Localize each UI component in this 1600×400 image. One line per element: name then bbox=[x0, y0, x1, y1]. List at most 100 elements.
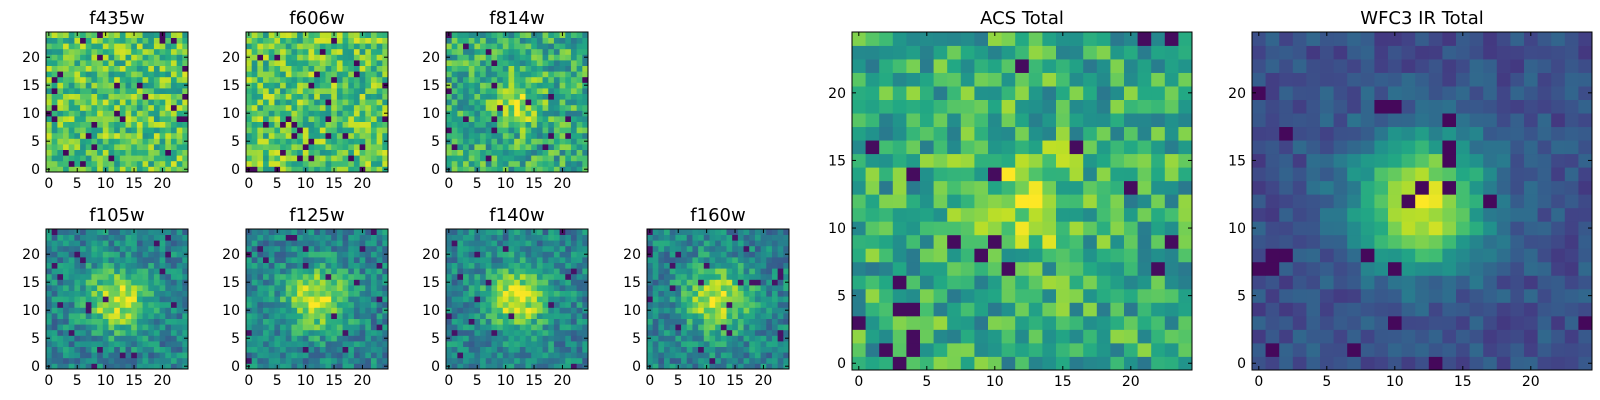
heatmap-cell bbox=[865, 194, 880, 209]
heatmap-cell bbox=[1164, 275, 1179, 290]
heatmap-cell bbox=[446, 60, 453, 66]
heatmap-cell bbox=[570, 54, 578, 61]
heatmap-cell bbox=[783, 290, 790, 297]
heatmap-cell bbox=[51, 32, 58, 38]
heatmap-cell bbox=[251, 99, 258, 106]
heatmap-cell bbox=[497, 229, 504, 235]
heatmap-cell bbox=[170, 313, 178, 319]
heatmap-cell bbox=[749, 257, 756, 263]
heatmap-cell bbox=[559, 313, 566, 319]
heatmap-cell bbox=[451, 60, 458, 66]
heatmap-cell bbox=[947, 207, 962, 222]
heatmap-cell bbox=[1042, 248, 1057, 263]
heatmap-cell bbox=[246, 99, 253, 106]
heatmap-cell bbox=[336, 229, 343, 235]
heatmap-cell bbox=[365, 32, 372, 38]
heatmap-cell bbox=[246, 48, 253, 55]
heatmap-cell bbox=[314, 335, 321, 342]
heatmap-cell bbox=[382, 273, 389, 280]
heatmap-cell bbox=[1137, 288, 1152, 303]
heatmap-cell bbox=[348, 104, 355, 111]
x-tick-label: 5 bbox=[73, 176, 82, 192]
heatmap-cell bbox=[170, 357, 178, 364]
heatmap-cell bbox=[297, 341, 304, 347]
heatmap-cell bbox=[348, 82, 355, 89]
heatmap-cell bbox=[514, 155, 521, 162]
heatmap-cell bbox=[359, 290, 366, 297]
heatmap-cell bbox=[280, 324, 287, 331]
heatmap-cell bbox=[485, 144, 492, 150]
heatmap-cell bbox=[570, 279, 578, 286]
heatmap-cell bbox=[370, 127, 378, 134]
heatmap-cell bbox=[314, 138, 321, 145]
heatmap-cell bbox=[74, 341, 81, 347]
heatmap-cell bbox=[1164, 302, 1179, 317]
heatmap-cell bbox=[553, 346, 560, 353]
heatmap-cell bbox=[359, 268, 366, 275]
heatmap-cell bbox=[1096, 342, 1111, 357]
heatmap-cell bbox=[97, 296, 104, 303]
heatmap-cell bbox=[542, 65, 549, 72]
heatmap-cell bbox=[159, 93, 166, 100]
heatmap-cell bbox=[463, 296, 470, 303]
heatmap-cell bbox=[125, 43, 132, 50]
heatmap-cell bbox=[542, 121, 549, 128]
heatmap-cell bbox=[553, 352, 560, 359]
heatmap-cell bbox=[514, 262, 521, 269]
heatmap-cell bbox=[480, 296, 487, 303]
heatmap-cell bbox=[933, 153, 948, 168]
heatmap-cell bbox=[97, 262, 104, 269]
heatmap-cell bbox=[308, 149, 315, 156]
heatmap-cell bbox=[658, 251, 665, 258]
heatmap-cell bbox=[165, 234, 172, 241]
heatmap-cell bbox=[754, 268, 761, 275]
heatmap-cell bbox=[85, 357, 92, 364]
heatmap-cell bbox=[446, 144, 453, 150]
heatmap-cell bbox=[251, 65, 258, 72]
heatmap-cell bbox=[720, 296, 727, 303]
heatmap-cell bbox=[502, 357, 509, 364]
heatmap-cell bbox=[1110, 207, 1125, 222]
heatmap-cell bbox=[865, 342, 880, 357]
heatmap-cell bbox=[553, 93, 560, 100]
heatmap-cell bbox=[280, 240, 287, 247]
heatmap-cell bbox=[508, 127, 515, 134]
heatmap-cell bbox=[1083, 167, 1098, 182]
heatmap-cell bbox=[74, 76, 81, 83]
heatmap-cell bbox=[125, 296, 132, 303]
heatmap-cell bbox=[508, 240, 515, 247]
heatmap-cell bbox=[331, 121, 338, 128]
heatmap-cell bbox=[268, 110, 275, 117]
heatmap-cell bbox=[446, 273, 453, 280]
heatmap-cell bbox=[297, 346, 304, 353]
heatmap-cell bbox=[502, 110, 509, 117]
heatmap-cell bbox=[508, 132, 515, 139]
heatmap-cell bbox=[536, 37, 543, 44]
heatmap-cell bbox=[519, 65, 526, 72]
heatmap-cell bbox=[709, 329, 716, 336]
heatmap-cell bbox=[749, 346, 756, 353]
heatmap-cell bbox=[314, 251, 321, 258]
heatmap-cell bbox=[570, 76, 578, 83]
heatmap-cell bbox=[519, 88, 526, 94]
heatmap-cell bbox=[1056, 315, 1070, 330]
heatmap-cell bbox=[51, 65, 58, 72]
heatmap-cell bbox=[176, 229, 183, 235]
heatmap-cell bbox=[519, 318, 526, 325]
heatmap-cell bbox=[148, 234, 155, 241]
heatmap-cell bbox=[480, 54, 487, 61]
heatmap-cell bbox=[114, 352, 121, 359]
heatmap-cell bbox=[457, 245, 464, 252]
heatmap-cell bbox=[698, 285, 705, 291]
heatmap-cell bbox=[920, 153, 934, 168]
heatmap-cell bbox=[97, 132, 104, 139]
heatmap-cell bbox=[280, 132, 287, 139]
heatmap-cell bbox=[715, 268, 722, 275]
heatmap-cell bbox=[74, 251, 81, 258]
heatmap-cell bbox=[257, 324, 264, 331]
heatmap-cell bbox=[182, 352, 189, 359]
heatmap-cell bbox=[947, 248, 962, 263]
heatmap-cell bbox=[257, 335, 264, 342]
heatmap-cell bbox=[319, 155, 326, 162]
